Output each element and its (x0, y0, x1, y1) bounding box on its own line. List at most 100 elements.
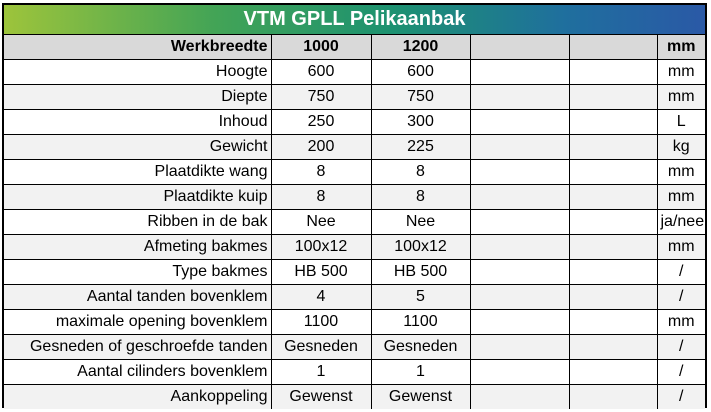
table-row: Plaatdikte kuip 8 8 mm (4, 184, 705, 210)
row-value-1000: Gesneden (270, 334, 372, 360)
row-empty-cell (568, 284, 658, 310)
row-empty-cell (568, 59, 658, 85)
row-label: Aankoppeling (4, 384, 272, 409)
row-value-1000: 1100 (270, 309, 372, 335)
table-row: maximale opening bovenklem 1100 1100 mm (4, 309, 705, 335)
row-empty-cell (469, 284, 570, 310)
row-unit: mm (656, 159, 705, 185)
row-empty-cell (568, 184, 658, 210)
row-empty-cell (568, 384, 658, 409)
header-row: Werkbreedte 1000 1200 mm (4, 35, 705, 60)
row-empty-cell (469, 334, 570, 360)
row-empty-cell (469, 359, 570, 385)
row-value-1200: HB 500 (370, 259, 471, 285)
table-row: Inhoud 250 300 L (4, 109, 705, 135)
row-label: Afmeting bakmes (4, 234, 272, 260)
row-value-1200: 8 (370, 159, 471, 185)
row-unit: / (656, 359, 705, 385)
row-value-1000: 750 (270, 84, 372, 110)
header-col-2: 1200 (370, 35, 471, 60)
table-row: Aantal tanden bovenklem 4 5 / (4, 284, 705, 310)
row-value-1000: Gewenst (270, 384, 372, 409)
row-label: Plaatdikte kuip (4, 184, 272, 210)
row-label: Type bakmes (4, 259, 272, 285)
row-label: Aantal tanden bovenklem (4, 284, 272, 310)
table-row: Aankoppeling Gewenst Gewenst / (4, 384, 705, 409)
row-value-1000: 4 (270, 284, 372, 310)
row-unit: mm (656, 234, 705, 260)
row-unit: / (656, 259, 705, 285)
row-empty-cell (469, 184, 570, 210)
row-label: Gesneden of geschroefde tanden (4, 334, 272, 360)
row-unit: / (656, 334, 705, 360)
row-value-1000: 100x12 (270, 234, 372, 260)
row-unit: mm (656, 84, 705, 110)
row-empty-cell (568, 309, 658, 335)
row-unit: mm (656, 59, 705, 85)
row-empty-cell (469, 384, 570, 409)
header-col-1: 1000 (270, 35, 372, 60)
row-value-1000: 250 (270, 109, 372, 135)
row-empty-cell (469, 309, 570, 335)
row-empty-cell (568, 234, 658, 260)
table-row: Gesneden of geschroefde tanden Gesneden Ge… (4, 334, 705, 360)
row-value-1000: 8 (270, 184, 372, 210)
row-empty-cell (568, 159, 658, 185)
row-empty-cell (469, 159, 570, 185)
row-empty-cell (568, 334, 658, 360)
table-row: Diepte 750 750 mm (4, 84, 705, 110)
row-empty-cell (568, 209, 658, 235)
row-value-1200: 750 (370, 84, 471, 110)
table-row: Type bakmes HB 500 HB 500/ (4, 259, 705, 285)
sheet-title: VTM GPLL Pelikaanbak (4, 5, 705, 35)
row-unit: mm (656, 184, 705, 210)
row-empty-cell (568, 259, 658, 285)
table-row: Gewicht 200 225 kg (4, 134, 705, 160)
row-empty-cell (469, 234, 570, 260)
table-row: Hoogte 600 600 mm (4, 59, 705, 85)
header-unit: mm (656, 35, 705, 60)
header-col-4 (568, 35, 658, 60)
row-value-1000: HB 500 (270, 259, 372, 285)
row-value-1200: 8 (370, 184, 471, 210)
header-label: Werkbreedte (4, 35, 272, 60)
row-unit: L (656, 109, 705, 135)
row-unit: kg (656, 134, 705, 160)
row-unit: / (656, 284, 705, 310)
row-value-1200: 300 (370, 109, 471, 135)
row-value-1200: 1 (370, 359, 471, 385)
row-unit: ja/nee (656, 209, 705, 235)
row-empty-cell (469, 259, 570, 285)
row-unit: mm (656, 309, 705, 335)
row-value-1200: 5 (370, 284, 471, 310)
row-label: Plaatdikte wang (4, 159, 272, 185)
row-empty-cell (568, 359, 658, 385)
row-empty-cell (568, 134, 658, 160)
row-value-1000: 1 (270, 359, 372, 385)
row-value-1200: Nee (370, 209, 471, 235)
row-empty-cell (469, 209, 570, 235)
row-empty-cell (469, 84, 570, 110)
row-value-1000: 600 (270, 59, 372, 85)
row-value-1000: 200 (270, 134, 372, 160)
spec-sheet: VTM GPLL Pelikaanbak Werkbreedte 1000 12… (2, 3, 707, 409)
row-empty-cell (469, 134, 570, 160)
spec-table: Werkbreedte 1000 1200 mm Hoogte 600 600 mm D… (4, 35, 705, 409)
row-value-1200: 100x12 (370, 234, 471, 260)
row-empty-cell (568, 109, 658, 135)
row-label: Diepte (4, 84, 272, 110)
table-row: Ribben in de bak Nee Nee ja/nee (4, 209, 705, 235)
table-row: Afmeting bakmes 100x12 100x12 mm (4, 234, 705, 260)
row-label: Gewicht (4, 134, 272, 160)
row-value-1200: 600 (370, 59, 471, 85)
row-label: Inhoud (4, 109, 272, 135)
row-value-1200: Gewenst (370, 384, 471, 409)
row-label: Ribben in de bak (4, 209, 272, 235)
row-value-1200: 225 (370, 134, 471, 160)
row-label: Aantal cilinders bovenklem (4, 359, 272, 385)
header-col-3 (469, 35, 570, 60)
table-row: Plaatdikte wang 8 8 mm (4, 159, 705, 185)
row-label: Hoogte (4, 59, 272, 85)
row-unit: / (656, 384, 705, 409)
row-empty-cell (568, 84, 658, 110)
